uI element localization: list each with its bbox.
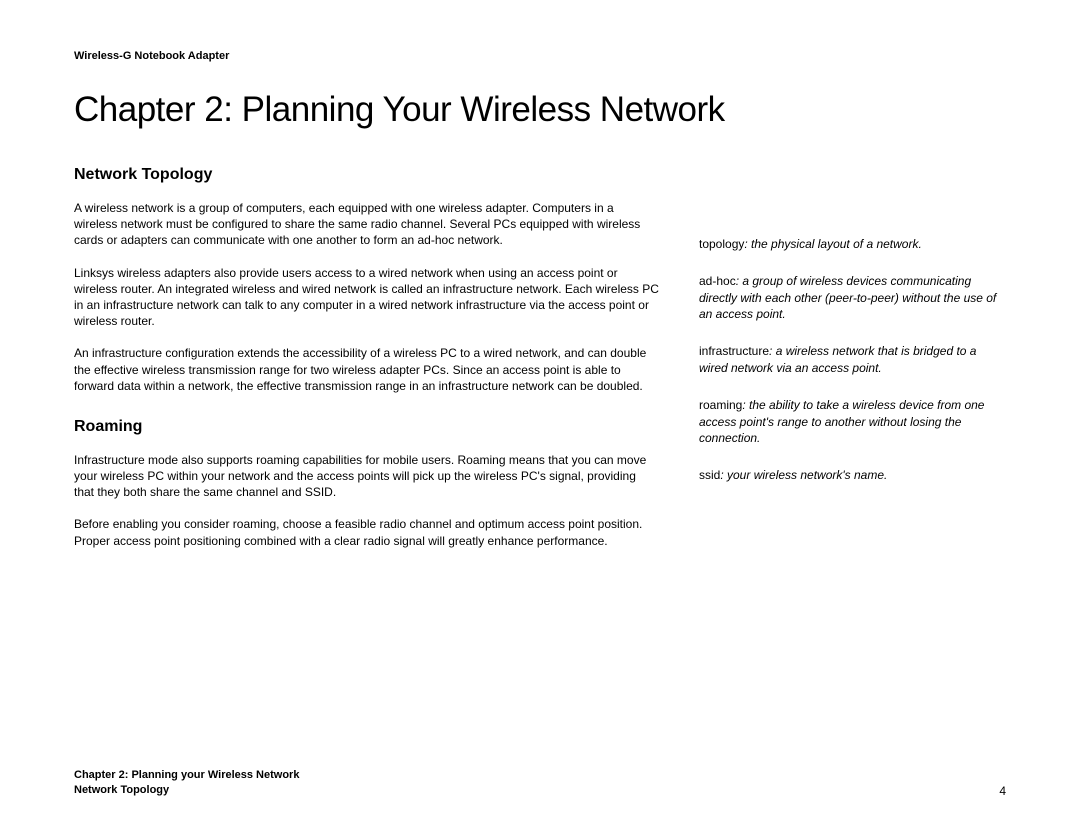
footer-breadcrumb: Chapter 2: Planning your Wireless Networ… (74, 768, 299, 798)
glossary-column: topology: the physical layout of a netwo… (699, 166, 1006, 565)
glossary-definition: : your wireless network's name. (720, 468, 887, 482)
glossary-definition: : a group of wireless devices communicat… (699, 274, 996, 322)
paragraph: An infrastructure configuration extends … (74, 345, 659, 394)
page-number: 4 (999, 784, 1006, 798)
section-heading-topology: Network Topology (74, 166, 659, 184)
page-footer: Chapter 2: Planning your Wireless Networ… (74, 768, 1006, 798)
glossary-entry-infrastructure: infrastructure: a wireless network that … (699, 343, 1006, 377)
paragraph: Before enabling you consider roaming, ch… (74, 516, 659, 548)
main-column: Network Topology A wireless network is a… (74, 166, 659, 565)
footer-chapter: Chapter 2: Planning your Wireless Networ… (74, 768, 299, 783)
paragraph: Linksys wireless adapters also provide u… (74, 265, 659, 330)
content-area: Network Topology A wireless network is a… (74, 166, 1006, 565)
glossary-entry-adhoc: ad-hoc: a group of wireless devices comm… (699, 273, 1006, 323)
product-header: Wireless-G Notebook Adapter (74, 50, 1006, 62)
footer-section: Network Topology (74, 783, 299, 798)
glossary-definition: : the physical layout of a network. (744, 237, 921, 251)
glossary-definition: : the ability to take a wireless device … (699, 398, 984, 446)
glossary-term: topology (699, 237, 744, 251)
glossary-entry-topology: topology: the physical layout of a netwo… (699, 236, 1006, 253)
section-heading-roaming: Roaming (74, 418, 659, 436)
glossary-entry-ssid: ssid: your wireless network's name. (699, 467, 1006, 484)
glossary-term: ssid (699, 468, 720, 482)
glossary-term: ad-hoc (699, 274, 736, 288)
chapter-title: Chapter 2: Planning Your Wireless Networ… (74, 90, 1006, 130)
glossary-term: infrastructure (699, 344, 769, 358)
glossary-entry-roaming: roaming: the ability to take a wireless … (699, 397, 1006, 447)
paragraph: A wireless network is a group of compute… (74, 200, 659, 249)
paragraph: Infrastructure mode also supports roamin… (74, 452, 659, 501)
glossary-term: roaming (699, 398, 742, 412)
